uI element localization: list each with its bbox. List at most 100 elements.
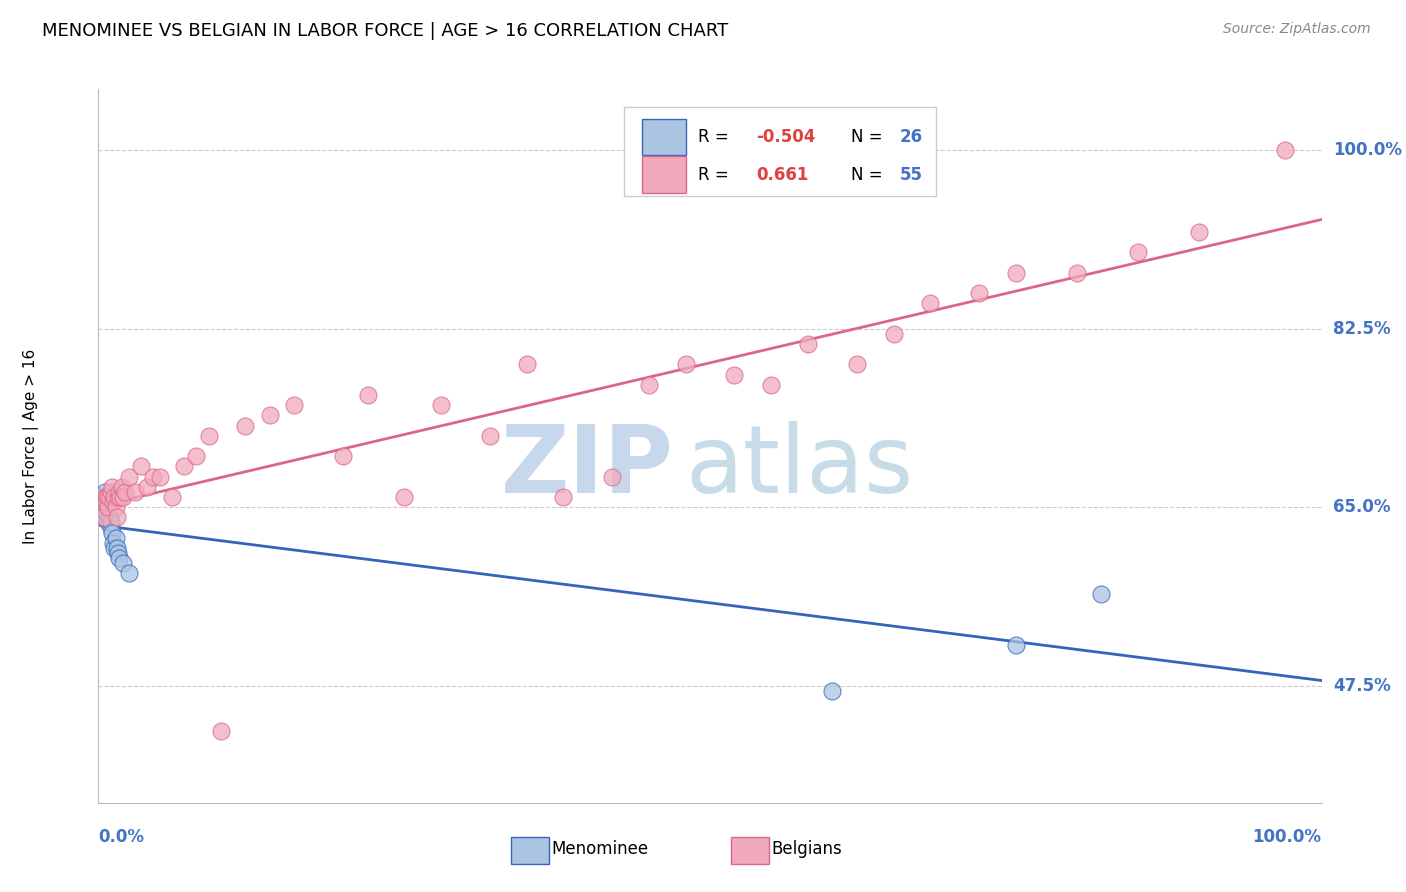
Point [105, 510, 128, 524]
Text: R =: R = [697, 128, 734, 146]
Point [93, 510, 115, 524]
Point [97, 500, 120, 515]
Point [104, 531, 127, 545]
Text: 26: 26 [900, 128, 922, 146]
Point [103, 541, 125, 555]
Text: Menominee: Menominee [551, 840, 648, 858]
Point [553, 490, 575, 504]
Point [107, 546, 129, 560]
Point [356, 388, 378, 402]
Point [233, 418, 256, 433]
FancyBboxPatch shape [624, 107, 936, 196]
Text: 0.661: 0.661 [756, 166, 808, 184]
Point [93, 484, 115, 499]
Point [821, 683, 844, 698]
Point [97, 505, 120, 519]
Point [967, 286, 990, 301]
Point [100, 520, 122, 534]
Point [108, 551, 131, 566]
Text: 82.5%: 82.5% [1333, 319, 1391, 338]
Text: Source: ZipAtlas.com: Source: ZipAtlas.com [1223, 22, 1371, 37]
Text: MENOMINEE VS BELGIAN IN LABOR FORCE | AGE > 16 CORRELATION CHART: MENOMINEE VS BELGIAN IN LABOR FORCE | AG… [42, 22, 728, 40]
Point [97, 516, 120, 530]
Point [96, 490, 118, 504]
Point [761, 377, 783, 392]
Point [91, 500, 114, 515]
Point [94, 505, 117, 519]
Point [600, 469, 623, 483]
Point [101, 525, 124, 540]
Point [845, 358, 868, 372]
Point [98, 510, 121, 524]
Point [107, 490, 129, 504]
Text: ZIP: ZIP [501, 421, 673, 514]
FancyBboxPatch shape [641, 119, 686, 155]
Point [883, 326, 905, 341]
Point [91, 510, 114, 524]
Point [93, 490, 115, 504]
Point [118, 469, 141, 483]
Point [209, 724, 232, 739]
Text: 55: 55 [900, 166, 922, 184]
Point [675, 358, 697, 372]
Point [920, 296, 942, 310]
Point [101, 480, 124, 494]
Text: 100.0%: 100.0% [1333, 141, 1402, 160]
Point [101, 536, 124, 550]
FancyBboxPatch shape [510, 837, 548, 864]
Text: -0.504: -0.504 [756, 128, 815, 146]
Point [1004, 266, 1026, 280]
Text: 0.0%: 0.0% [98, 829, 145, 847]
Point [1066, 266, 1088, 280]
Point [797, 337, 820, 351]
Point [108, 484, 131, 499]
Text: Belgians: Belgians [772, 840, 842, 858]
Point [94, 495, 117, 509]
Point [94, 500, 117, 515]
Point [96, 500, 118, 515]
Point [90, 490, 112, 504]
Text: In Labor Force | Age > 16: In Labor Force | Age > 16 [22, 349, 39, 543]
Point [101, 495, 124, 509]
Point [160, 490, 183, 504]
Point [105, 541, 128, 555]
Point [111, 480, 134, 494]
Point [100, 484, 122, 499]
Point [91, 500, 114, 515]
Point [110, 490, 132, 504]
Point [111, 490, 134, 504]
Text: 100.0%: 100.0% [1253, 829, 1322, 847]
Point [1188, 225, 1211, 239]
Point [96, 490, 118, 504]
Point [111, 556, 134, 570]
Point [1274, 144, 1296, 158]
Point [136, 480, 159, 494]
Point [1090, 587, 1112, 601]
Text: N =: N = [851, 166, 887, 184]
Point [478, 429, 501, 443]
Point [91, 495, 114, 509]
FancyBboxPatch shape [641, 156, 686, 193]
Text: N =: N = [851, 128, 887, 146]
Point [283, 398, 305, 412]
Point [104, 500, 127, 515]
Point [124, 484, 146, 499]
Point [142, 469, 165, 483]
Point [515, 358, 537, 372]
Point [129, 459, 152, 474]
FancyBboxPatch shape [731, 837, 769, 864]
Point [149, 469, 172, 483]
Point [723, 368, 745, 382]
Text: 47.5%: 47.5% [1333, 676, 1391, 695]
Point [430, 398, 453, 412]
Text: R =: R = [697, 166, 740, 184]
Point [114, 484, 136, 499]
Point [259, 409, 281, 423]
Point [332, 449, 354, 463]
Point [173, 459, 195, 474]
Point [1128, 245, 1150, 260]
Point [1004, 638, 1026, 652]
Point [118, 566, 141, 581]
Text: atlas: atlas [686, 421, 914, 514]
Point [103, 490, 125, 504]
